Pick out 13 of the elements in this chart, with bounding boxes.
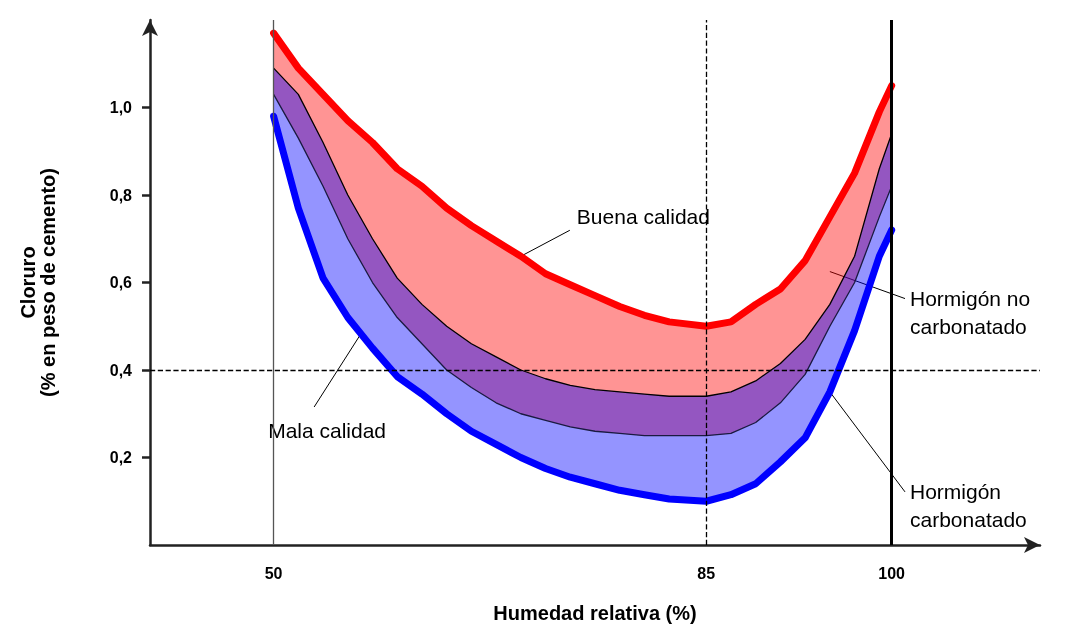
y-tick-label: 0,2 [109,449,133,466]
y-axis-title: Cloruro (% en peso de cemento) [17,168,59,397]
text: Hormigón carbonatado [910,480,1027,532]
x-axis-title: Humedad relativa (%) [493,602,697,624]
x-tick-label: 100 [878,564,906,582]
y-tick-label: 0,4 [109,361,133,379]
annotation: Buena calidad [576,204,710,228]
y-tick-label: 0,6 [109,274,133,291]
x-tick-label: 50 [264,564,283,582]
x-tick-label: 85 [697,564,716,582]
y-tick-label: 0,8 [109,186,133,204]
text: Hormigón no carbonatado [910,287,1031,339]
y-tick-label: 1,0 [109,99,133,116]
